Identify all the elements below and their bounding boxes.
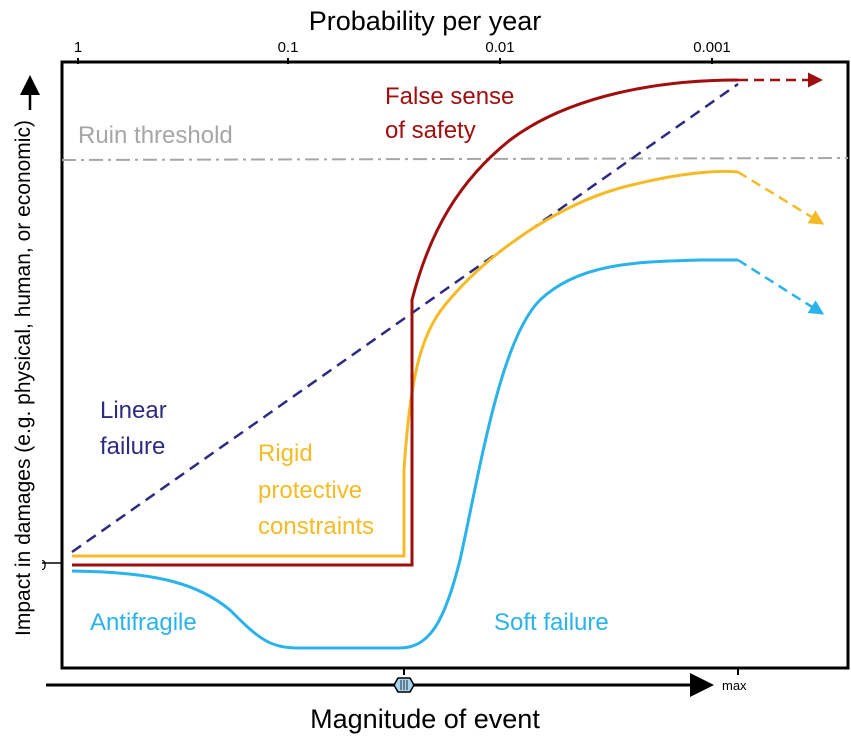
- plot-frame: [60, 60, 850, 670]
- series-linear-failure: [71, 82, 739, 554]
- ruin-threshold-label: Ruin threshold: [78, 122, 233, 149]
- label-rigid: constraints: [258, 513, 374, 540]
- series-soft-failure-extension: [737, 258, 825, 315]
- series-labels: False sense of safety Linear failure Rig…: [90, 83, 609, 636]
- label-linear-failure: Linear: [100, 397, 167, 424]
- label-rigid: protective: [258, 477, 362, 504]
- series-antifragile-soft-failure: [71, 258, 738, 650]
- top-tick-label: 0.1: [278, 39, 299, 56]
- label-rigid: Rigid: [258, 440, 313, 467]
- top-tick-label: 0.001: [693, 39, 731, 56]
- top-tick-label: 1: [74, 39, 82, 56]
- x-axis-title: Magnitude of event: [310, 704, 540, 734]
- y-label-backdrop: [6, 110, 42, 690]
- top-axis-ticks: 1 0.1 0.01 0.001: [74, 39, 731, 56]
- x-max-label: max: [722, 678, 747, 693]
- magnitude-marker-icon: [393, 677, 415, 693]
- y-zero-label: 0: [38, 557, 46, 574]
- label-false-sense: of safety: [385, 117, 476, 144]
- top-tick-label: 0.01: [485, 39, 514, 56]
- series-rigid-extension: [737, 170, 825, 225]
- top-tick-marks: [42, 58, 739, 675]
- label-false-sense: False sense: [385, 83, 514, 110]
- series-rigid-protective-constraints: [72, 169, 739, 558]
- y-axis-title: Impact in damages (e.g. physical, human,…: [12, 120, 35, 636]
- top-axis-title: Probability per year: [309, 6, 542, 36]
- label-linear-failure: failure: [100, 433, 165, 460]
- ruin-threshold-line: [61, 157, 849, 161]
- label-soft-failure: Soft failure: [494, 609, 609, 636]
- series-false-sense-of-safety: [72, 78, 739, 567]
- label-antifragile: Antifragile: [90, 609, 197, 636]
